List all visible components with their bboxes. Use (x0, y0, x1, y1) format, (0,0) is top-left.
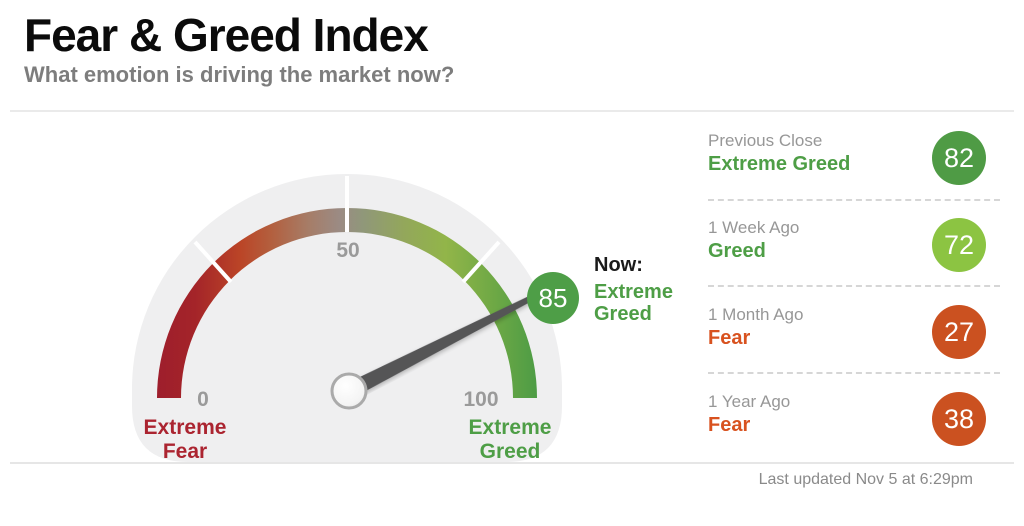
gauge-needle (345, 292, 540, 399)
row-divider (708, 372, 1000, 374)
gauge-caption-extreme-fear-line1: Extreme (144, 416, 227, 439)
gauge-arc (157, 208, 537, 398)
history-row-1-year-ago: 1 Year Ago Fear 38 (708, 392, 1000, 454)
now-sentiment-line1: Extreme (594, 281, 673, 303)
last-updated: Last updated Nov 5 at 6:29pm (758, 471, 973, 488)
gauge-tick-label-0: 0 (197, 388, 209, 411)
row-value-badge: 72 (932, 218, 986, 272)
history-row-1-month-ago: 1 Month Ago Fear 27 (708, 305, 1000, 367)
row-label: 1 Week Ago (708, 218, 800, 237)
gauge-tick-label-100: 100 (463, 388, 498, 411)
gauge-tick-label-50: 50 (336, 239, 359, 262)
now-sentiment-line2: Greed (594, 303, 652, 325)
row-label: 1 Month Ago (708, 305, 804, 324)
page-title: Fear & Greed Index (24, 9, 429, 61)
needle-hub (330, 372, 368, 410)
row-label: 1 Year Ago (708, 392, 791, 411)
gauge-caption-extreme-greed-line2: Greed (480, 440, 541, 463)
now-badge-value: 85 (539, 283, 568, 313)
page-subtitle: What emotion is driving the market now? (24, 62, 455, 87)
row-sentiment: Greed (708, 240, 766, 262)
gauge-caption-extreme-fear-line2: Fear (163, 440, 207, 463)
now-label: Now: (594, 254, 643, 276)
gauge-tick-75 (461, 240, 501, 284)
footer-divider (10, 462, 1014, 464)
row-sentiment: Fear (708, 414, 751, 436)
now-badge (527, 272, 579, 324)
row-value-badge: 38 (932, 392, 986, 446)
now-block: Now: Extreme Greed (594, 254, 704, 325)
history-row-previous-close: Previous Close Extreme Greed 82 (708, 131, 1000, 193)
gauge: 0 50 100 Extreme Fear Extreme Greed 85 (132, 174, 579, 463)
header-divider (10, 110, 1014, 112)
row-divider (708, 199, 1000, 201)
row-sentiment: Fear (708, 327, 751, 349)
row-sentiment: Extreme Greed (708, 153, 851, 175)
gauge-caption-extreme-greed-line1: Extreme (469, 416, 552, 439)
history-panel: Previous Close Extreme Greed 82 1 Week A… (700, 110, 1016, 490)
row-divider (708, 285, 1000, 287)
history-row-1-week-ago: 1 Week Ago Greed 72 (708, 218, 1000, 280)
now-sentiment: Extreme Greed (594, 281, 704, 325)
row-value-badge: 82 (932, 131, 986, 185)
row-value-badge: 27 (932, 305, 986, 359)
gauge-tick-25 (193, 240, 233, 284)
row-label: Previous Close (708, 131, 823, 150)
